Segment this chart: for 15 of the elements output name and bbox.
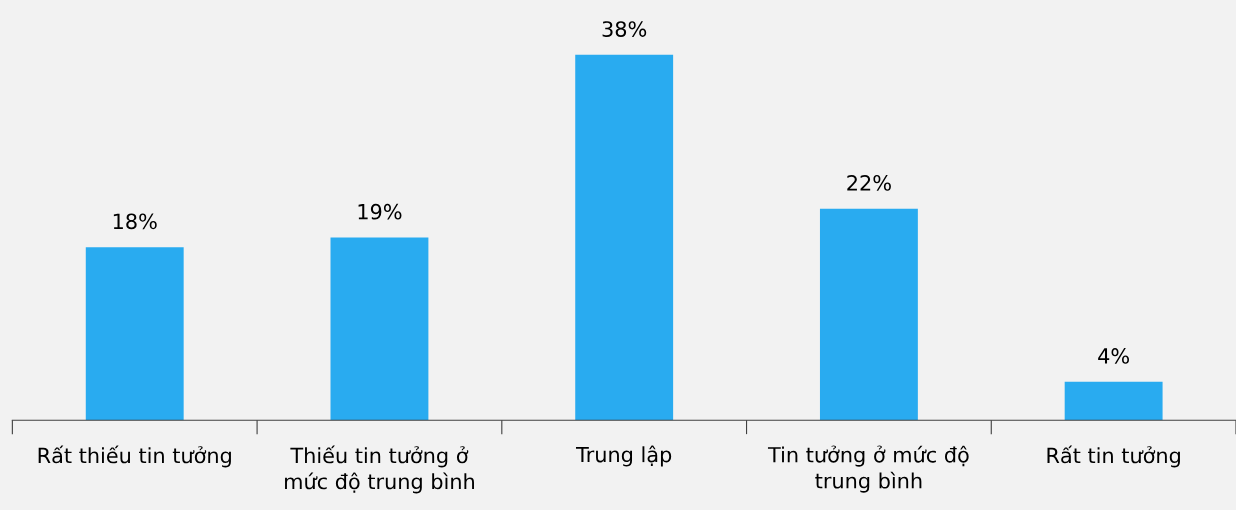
x-tick-label: Trung lập	[575, 445, 672, 467]
x-tick-label: Thiếu tin tưởng ở mức độ trung bình	[285, 445, 474, 494]
data-label: 18%	[113, 213, 157, 230]
bar	[330, 237, 429, 421]
x-tick-label: Rất thiếu tin tưởng	[38, 445, 231, 468]
data-label: 4%	[1098, 348, 1130, 364]
bar	[575, 54, 674, 421]
x-tick-label: Rất tin tưởng	[1047, 445, 1180, 468]
data-label: 38%	[602, 21, 647, 37]
data-label: 22%	[847, 174, 891, 191]
data-label: 19%	[358, 203, 402, 220]
bar	[85, 247, 184, 421]
bar	[1064, 381, 1163, 421]
x-tick-label: Tin tưởng ở mức độ trung bình	[767, 445, 969, 493]
bar	[819, 208, 918, 421]
